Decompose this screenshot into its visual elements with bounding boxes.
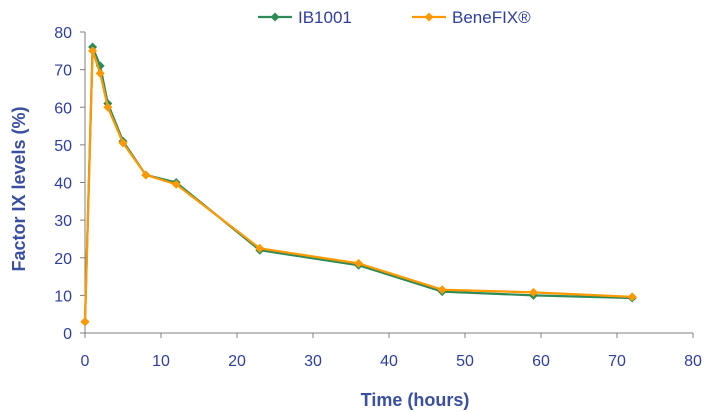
x-tick-label: 10 [152, 353, 170, 370]
y-tick-label: 20 [54, 251, 72, 268]
legend-item: IB1001 [258, 8, 352, 27]
y-tick-label: 40 [54, 176, 72, 193]
y-tick-label: 60 [54, 100, 72, 117]
x-tick-label: 0 [81, 353, 90, 370]
data-point [141, 170, 151, 180]
x-tick-label: 20 [228, 353, 246, 370]
y-tick-label: 50 [54, 138, 72, 155]
data-point [627, 292, 637, 302]
x-tick-label: 60 [532, 353, 550, 370]
axes: 0 10 20 30 40 50 60 70 80 0 10 20 30 40 50 60 70 80 [54, 25, 702, 370]
legend-label: IB1001 [298, 8, 352, 27]
series-ib1001 [80, 42, 637, 327]
legend-label: BeneFIX® [452, 8, 531, 27]
y-tick-label: 70 [54, 63, 72, 80]
data-point [118, 138, 128, 148]
data-point [171, 179, 181, 189]
y-tick-label: 0 [63, 326, 72, 343]
legend-marker [270, 12, 280, 22]
series-line [83, 45, 633, 322]
data-point [80, 317, 90, 327]
y-tick-label: 10 [54, 288, 72, 305]
data-point [95, 68, 105, 78]
data-point [255, 243, 265, 253]
y-tick-label: 30 [54, 213, 72, 230]
x-axis-title: Time (hours) [361, 390, 470, 410]
series-layer [80, 42, 637, 327]
x-tick-label: 50 [456, 353, 474, 370]
series-benefix- [80, 46, 637, 327]
y-tick-label: 80 [54, 25, 72, 42]
data-point [528, 287, 538, 297]
legend-item: BeneFIX® [412, 8, 531, 27]
x-tick-label: 80 [684, 353, 702, 370]
legend-marker [424, 12, 434, 22]
data-point [103, 102, 113, 112]
legend: IB1001 BeneFIX® [258, 8, 531, 27]
x-tick-label: 30 [304, 353, 322, 370]
x-tick-label: 70 [608, 353, 626, 370]
data-point [354, 258, 364, 268]
x-tick-label: 40 [380, 353, 398, 370]
series-line [83, 49, 633, 322]
y-axis-title: Factor IX levels (%) [9, 106, 29, 271]
data-point [437, 285, 447, 295]
data-point [88, 46, 98, 56]
